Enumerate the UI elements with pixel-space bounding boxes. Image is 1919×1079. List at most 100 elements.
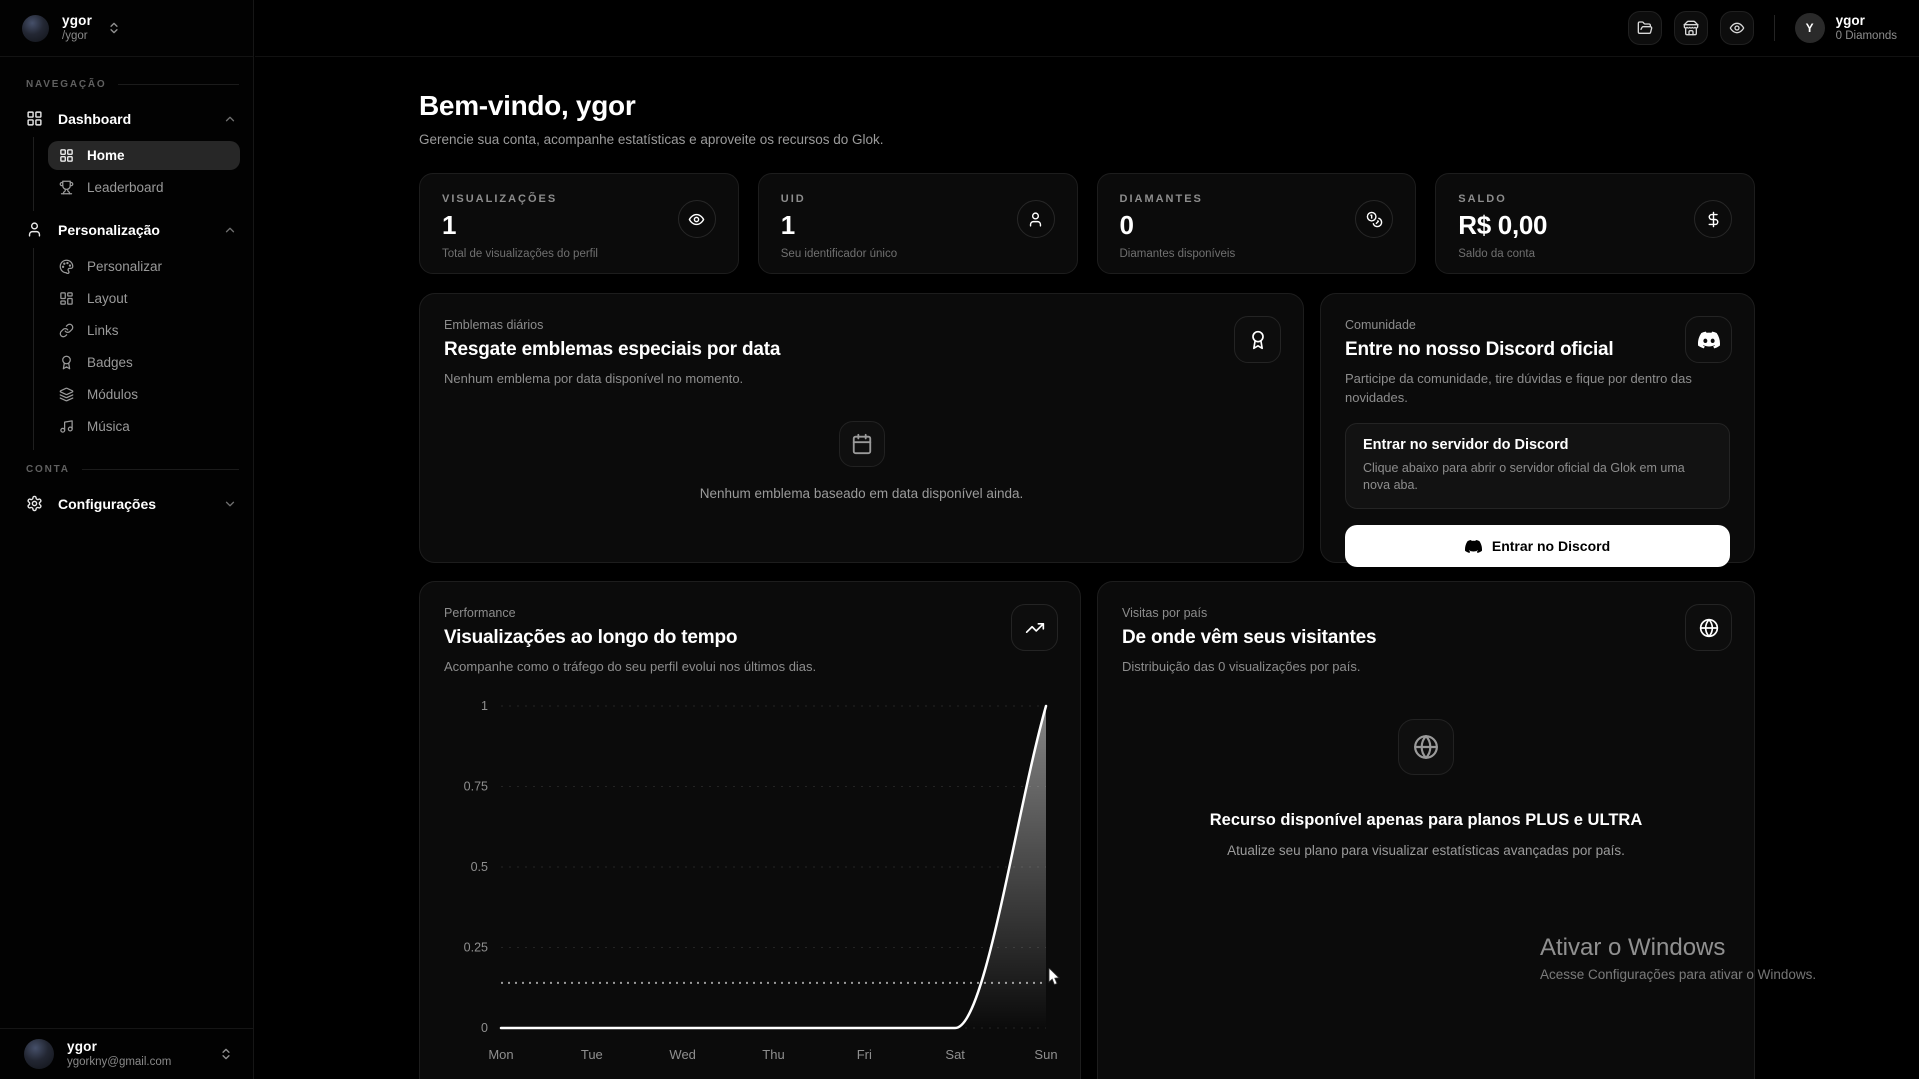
views-button[interactable] (1719, 11, 1754, 45)
card-title: Visualizações ao longo do tempo (444, 627, 738, 648)
row-badges-discord: Emblemas diários Resgate emblemas especi… (419, 293, 1755, 568)
card-title: De onde vêm seus visitantes (1122, 627, 1377, 648)
gear-icon (26, 495, 43, 512)
card-subtitle: Distribuição das 0 visualizações por paí… (1122, 659, 1361, 674)
folder-open-icon (1637, 20, 1653, 36)
award-icon (59, 355, 74, 370)
trophy-icon (59, 180, 74, 195)
svg-text:Sat: Sat (945, 1047, 965, 1062)
sidebar-item-layout[interactable]: Layout (48, 284, 240, 313)
svg-text:0.5: 0.5 (471, 860, 488, 874)
award-icon (1234, 316, 1281, 363)
card-eyebrow: Performance (444, 606, 516, 620)
join-discord-button[interactable]: Entrar no Discord (1345, 525, 1730, 568)
stat-label: SALDO (1458, 193, 1507, 205)
sidebar-account-selector[interactable]: ygor ygorkny@gmail.com (0, 1028, 253, 1079)
layout-grid-icon (26, 110, 43, 127)
stat-value: 0 (1119, 210, 1134, 240)
stat-desc: Total de visualizações do perfil (442, 248, 598, 260)
svg-text:Sun: Sun (1034, 1047, 1057, 1062)
stat-label: VISUALIZAÇÕES (442, 193, 558, 205)
stats-row: VISUALIZAÇÕES 1 Total de visualizações d… (419, 173, 1755, 274)
layout-dashboard-icon (59, 291, 74, 306)
join-discord-label: Entrar no Discord (1491, 538, 1611, 555)
sidebar-item-modulos[interactable]: Módulos (48, 380, 240, 409)
stat-card-saldo: SALDO R$ 0,00 Saldo da conta (1435, 173, 1755, 274)
chevrons-up-down-icon (107, 21, 121, 35)
sidebar-sub-personalizacao: Personalizar Layout Links Badges (33, 248, 253, 450)
card-title: Entre no nosso Discord oficial (1345, 339, 1614, 360)
stat-value: 1 (780, 210, 795, 240)
sidebar-user-handle: /ygor (62, 30, 88, 43)
store-icon (1683, 20, 1699, 36)
globe-icon (1685, 604, 1732, 651)
card-eyebrow: Visitas por país (1122, 606, 1208, 620)
daily-badges-card: Emblemas diários Resgate emblemas especi… (419, 293, 1304, 563)
card-subtitle: Nenhum emblema por data disponível no mo… (444, 371, 744, 386)
stat-value: R$ 0,00 (1458, 210, 1548, 240)
chevron-up-icon (223, 223, 237, 237)
page-title: Bem-vindo, ygor (419, 90, 636, 121)
sidebar-item-configuracoes[interactable]: Configurações (0, 485, 253, 522)
locked-title: Recurso disponível apenas para planos PL… (1209, 810, 1643, 829)
globe-icon (1398, 718, 1454, 775)
footer-user-name: ygor (67, 1038, 98, 1054)
svg-text:Fri: Fri (857, 1047, 872, 1062)
topbar-user[interactable]: Y ygor 0 Diamonds (1794, 13, 1897, 43)
sidebar-sub-dashboard: Home Leaderboard (33, 137, 253, 211)
visits-locked-state: Recurso disponível apenas para planos PL… (1122, 718, 1730, 858)
calendar-icon (838, 421, 885, 468)
panel-text: Clique abaixo para abrir o servidor ofic… (1363, 460, 1685, 493)
visits-by-country-card: Visitas por país De onde vêm seus visita… (1097, 581, 1755, 1079)
store-button[interactable] (1673, 11, 1708, 45)
sidebar-item-home[interactable]: Home (48, 141, 240, 170)
sidebar-group-dashboard[interactable]: Dashboard (0, 100, 253, 137)
sidebar-profile-selector[interactable]: ygor /ygor (0, 0, 253, 57)
svg-text:Mon: Mon (488, 1047, 513, 1062)
chevron-down-icon (223, 497, 237, 511)
sidebar-item-badges[interactable]: Badges (48, 348, 240, 377)
sidebar-user-name: ygor (62, 12, 93, 28)
eye-icon (677, 200, 716, 238)
badges-empty-state: Nenhum emblema baseado em data disponíve… (444, 389, 1279, 538)
card-eyebrow: Emblemas diários (444, 318, 544, 332)
stat-value: 1 (442, 210, 457, 240)
views-line-chart: 0 0.25 0.5 0.75 1 Mon Tue Wed Thu Fri Sat Sun (444, 693, 1058, 1065)
badges-empty-text: Nenhum emblema baseado em data disponíve… (699, 486, 1024, 502)
stat-label: UID (780, 193, 806, 205)
stat-card-visualizacoes: VISUALIZAÇÕES 1 Total de visualizações d… (419, 173, 739, 274)
card-subtitle: Participe da comunidade, tire dúvidas e … (1345, 371, 1692, 405)
sidebar-item-musica[interactable]: Música (48, 412, 240, 441)
svg-text:0: 0 (481, 1021, 488, 1035)
stat-card-uid: UID 1 Seu identificador único (757, 173, 1078, 274)
chevrons-up-down-icon (219, 1047, 233, 1061)
layers-icon (59, 387, 74, 402)
content: Bem-vindo, ygor Gerencie sua conta, acom… (255, 57, 1919, 1079)
sidebar-nav: NAVEGAÇÃO Dashboard Home Le (0, 57, 253, 1028)
locked-text: Atualize seu plano para visualizar estat… (1227, 842, 1625, 858)
row-performance-visits: Performance Visualizações ao longo do te… (419, 581, 1755, 1079)
account-section-label: CONTA (0, 450, 253, 485)
sidebar-group-personalizacao[interactable]: Personalização (0, 211, 253, 248)
main-area: Y ygor 0 Diamonds Bem-vindo, ygor Gerenc… (255, 0, 1919, 1079)
card-subtitle: Acompanhe como o tráfego do seu perfil e… (444, 659, 817, 674)
folder-button[interactable] (1627, 11, 1662, 45)
sidebar-item-leaderboard[interactable]: Leaderboard (48, 173, 240, 202)
user-icon (1016, 200, 1055, 238)
svg-text:Wed: Wed (669, 1047, 696, 1062)
layout-grid-icon (59, 148, 74, 163)
coins-icon (1355, 200, 1394, 238)
stat-label: DIAMANTES (1119, 193, 1203, 205)
discord-card: Comunidade Entre no nosso Discord oficia… (1320, 293, 1755, 568)
sidebar-item-links[interactable]: Links (48, 316, 240, 345)
mouse-cursor-icon (1048, 968, 1062, 986)
avatar: Y (1794, 13, 1825, 43)
sidebar-item-personalizar[interactable]: Personalizar (48, 252, 240, 281)
svg-text:0.25: 0.25 (464, 940, 488, 954)
music-icon (59, 419, 74, 434)
discord-info-panel: Entrar no servidor do Discord Clique aba… (1345, 422, 1730, 510)
trending-up-icon (1011, 604, 1058, 651)
avatar (22, 14, 49, 42)
stat-card-diamantes: DIAMANTES 0 Diamantes disponíveis (1096, 173, 1417, 274)
user-icon (26, 221, 43, 238)
